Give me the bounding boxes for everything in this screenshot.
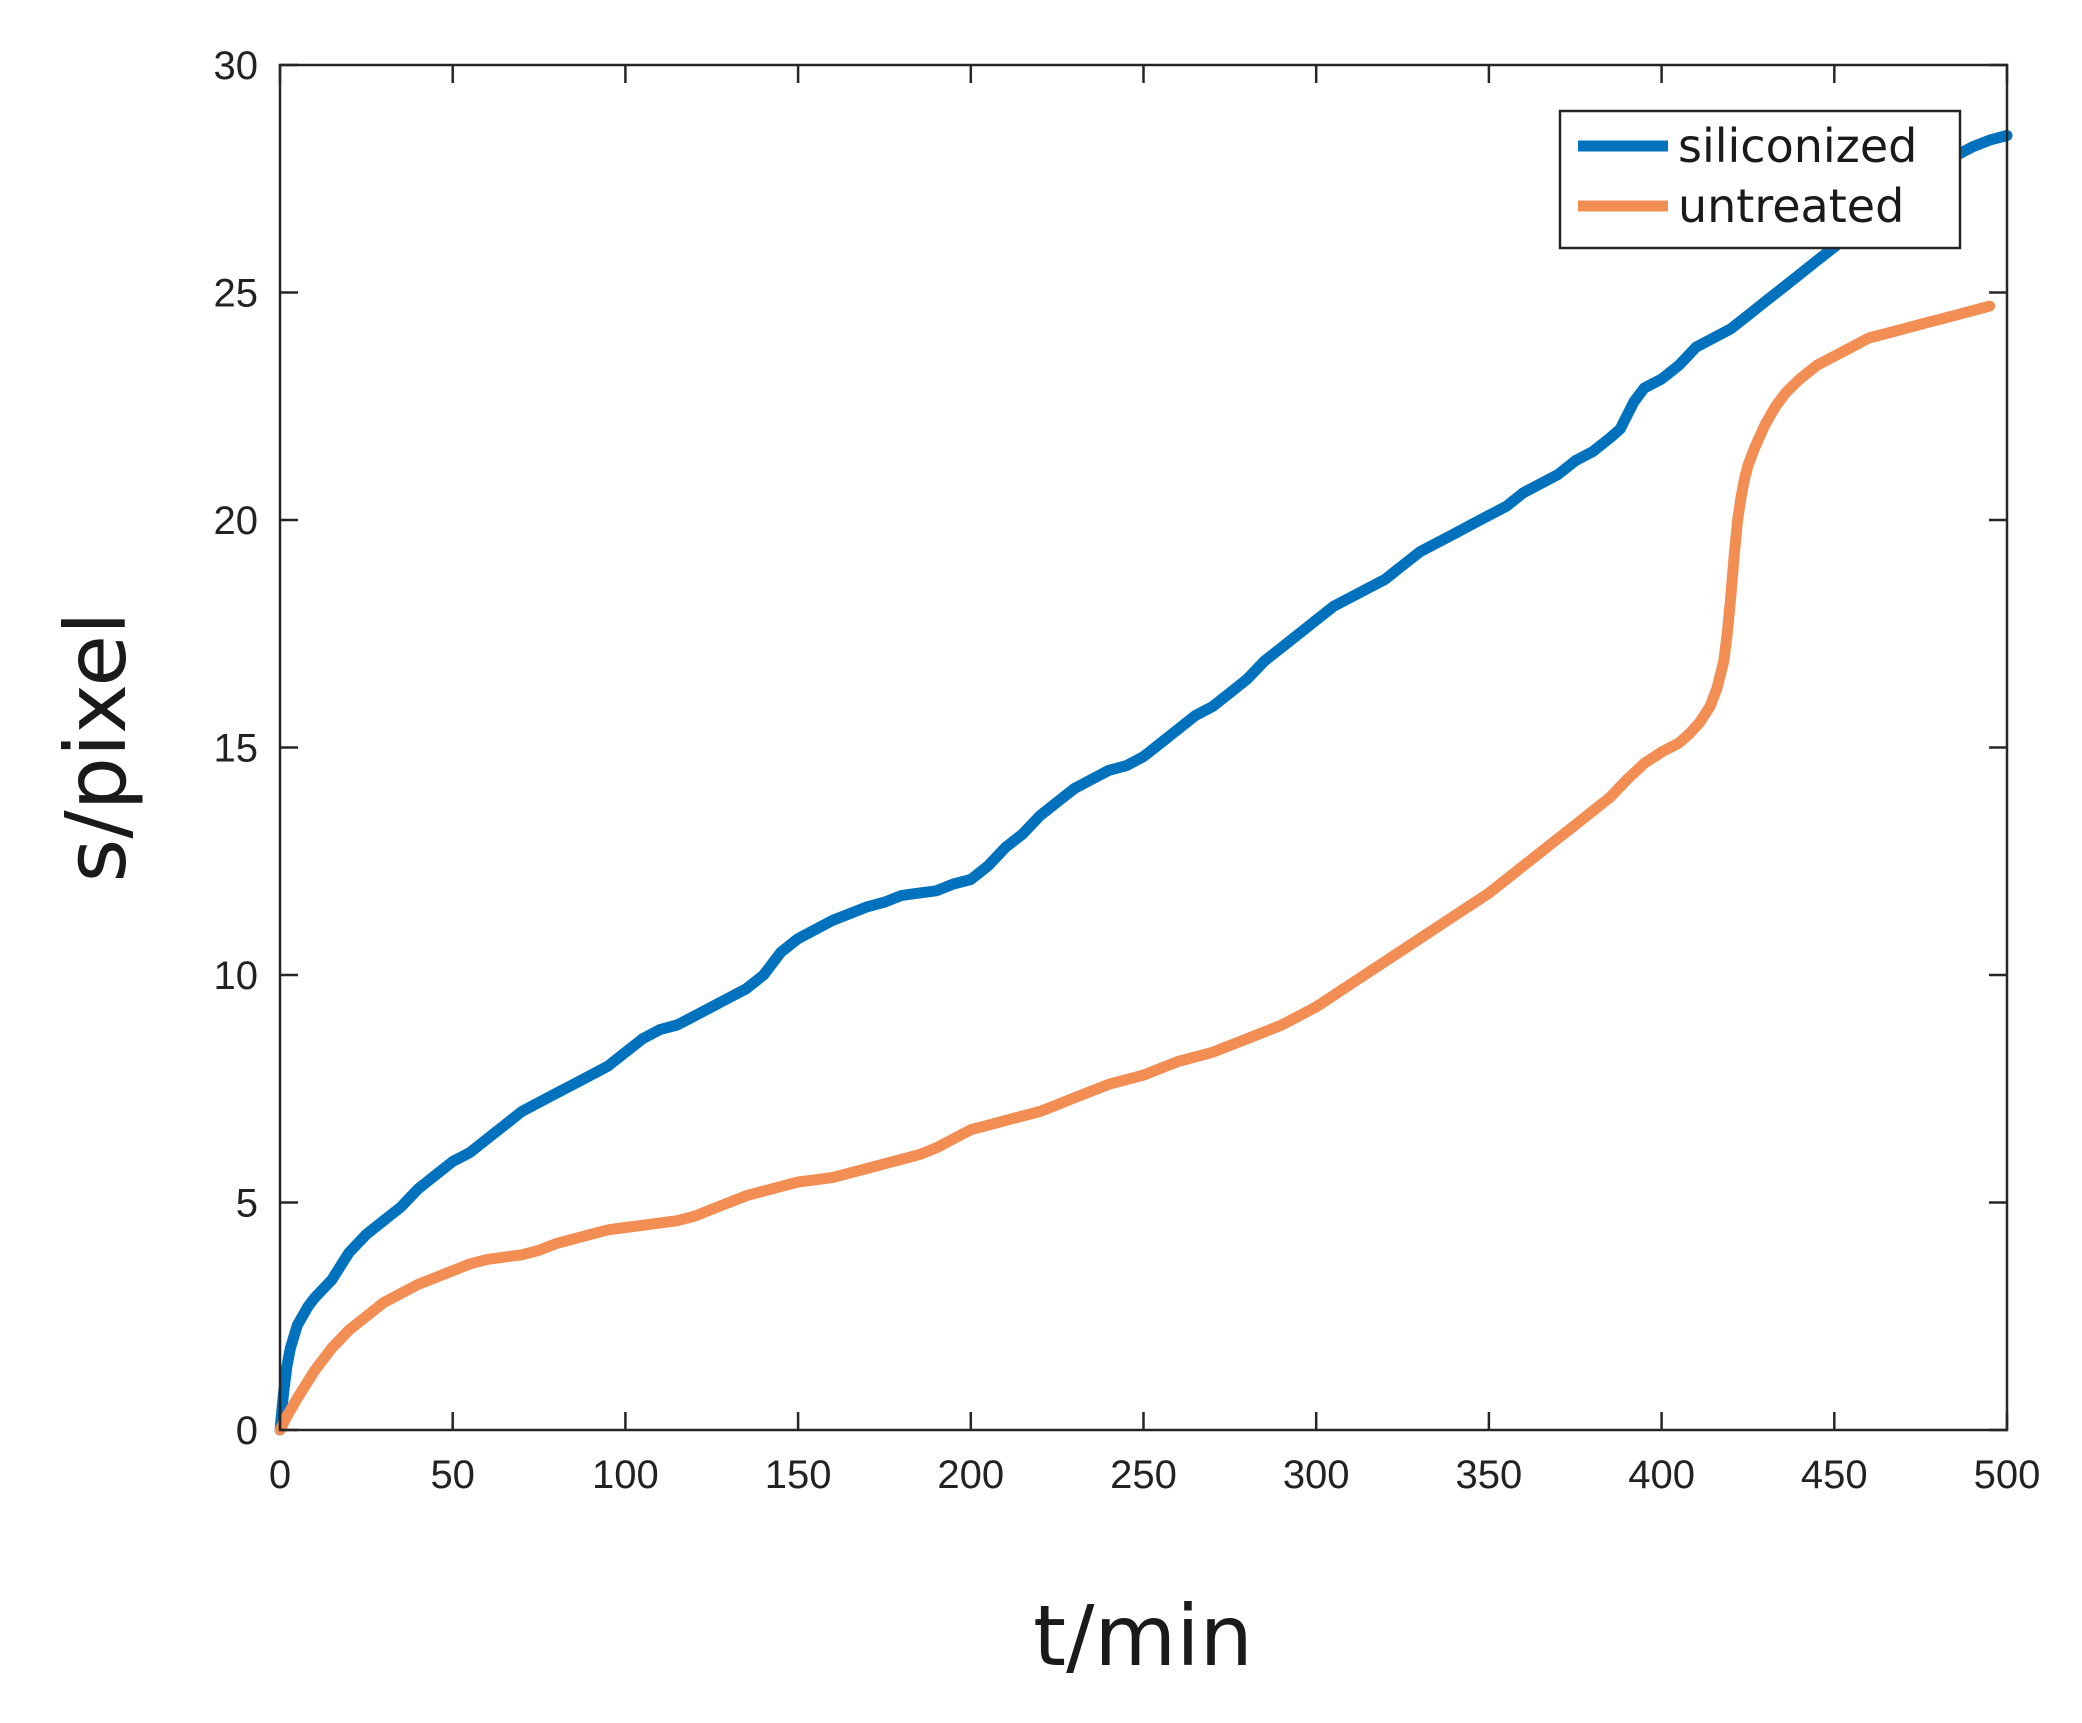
ticks-layer: 0 50 100 150 200 250 300 350 400 450 500 0 5 10 15 20 25… — [214, 44, 2041, 1497]
x-tick-label-350: 350 — [1456, 1453, 1523, 1497]
x-axis-title: t/min — [1033, 1587, 1253, 1685]
x-tick-label-250: 250 — [1110, 1453, 1177, 1497]
y-tick-label-15: 15 — [214, 727, 259, 771]
x-tick-label-100: 100 — [592, 1453, 659, 1497]
y-tick-label-25: 25 — [214, 272, 259, 316]
legend-box — [1558, 109, 1962, 250]
y-tick-label-10: 10 — [214, 954, 259, 998]
y-tick-label-0: 0 — [236, 1409, 258, 1453]
legend-label-untreated: untreated — [1678, 179, 1904, 233]
y-tick-label-20: 20 — [214, 499, 259, 543]
x-tick-label-150: 150 — [765, 1453, 832, 1497]
series-line-siliconized — [274, 130, 2013, 1436]
y-tick-label-30: 30 — [214, 44, 259, 88]
x-tick-label-500: 500 — [1974, 1453, 2041, 1497]
y-tick-label-5: 5 — [236, 1182, 258, 1226]
legend: siliconized untreated — [1558, 109, 1962, 250]
y-axis-title: s/pixel — [47, 612, 145, 883]
legend-label-siliconized: siliconized — [1678, 119, 1917, 173]
x-tick-label-0: 0 — [269, 1453, 291, 1497]
x-tick-label-50: 50 — [430, 1453, 475, 1497]
x-tick-label-400: 400 — [1628, 1453, 1695, 1497]
series-layer — [274, 130, 2013, 1436]
series-line-untreated — [274, 300, 1996, 1436]
x-tick-label-450: 450 — [1801, 1453, 1868, 1497]
x-tick-label-200: 200 — [937, 1453, 1004, 1497]
x-tick-label-300: 300 — [1283, 1453, 1350, 1497]
